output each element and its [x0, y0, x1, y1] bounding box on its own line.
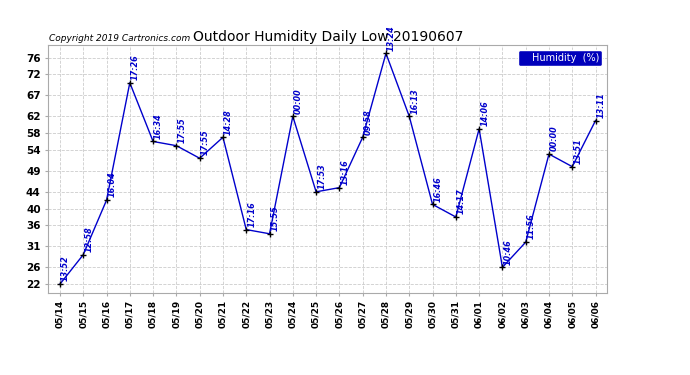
Text: 17:55: 17:55 — [177, 117, 186, 143]
Text: Copyright 2019 Cartronics.com: Copyright 2019 Cartronics.com — [49, 33, 190, 42]
Text: 16:34: 16:34 — [154, 113, 163, 139]
Text: 17:26: 17:26 — [131, 54, 140, 80]
Text: 12:58: 12:58 — [84, 226, 93, 252]
Text: 17:55: 17:55 — [201, 130, 210, 156]
Text: 14:17: 14:17 — [457, 189, 466, 214]
Text: 13:24: 13:24 — [387, 25, 396, 51]
Text: 14:28: 14:28 — [224, 109, 233, 135]
Text: 13:16: 13:16 — [340, 159, 349, 185]
Text: 17:53: 17:53 — [317, 163, 326, 189]
Text: 13:52: 13:52 — [61, 256, 70, 281]
Text: 16:46: 16:46 — [433, 176, 442, 202]
Text: 10:46: 10:46 — [504, 239, 513, 264]
Legend: Humidity  (%): Humidity (%) — [518, 50, 602, 66]
Text: 14:06: 14:06 — [480, 100, 489, 126]
Text: 16:13: 16:13 — [411, 88, 420, 114]
Text: 11:56: 11:56 — [526, 214, 535, 239]
Text: 00:00: 00:00 — [550, 126, 559, 151]
Text: 13:51: 13:51 — [573, 138, 582, 164]
Text: 13:11: 13:11 — [597, 92, 606, 118]
Text: 16:04: 16:04 — [108, 172, 117, 197]
Text: 09:58: 09:58 — [364, 109, 373, 135]
Title: Outdoor Humidity Daily Low 20190607: Outdoor Humidity Daily Low 20190607 — [193, 30, 463, 44]
Text: 17:16: 17:16 — [247, 201, 256, 227]
Text: 15:55: 15:55 — [270, 205, 279, 231]
Text: 00:00: 00:00 — [294, 88, 303, 114]
